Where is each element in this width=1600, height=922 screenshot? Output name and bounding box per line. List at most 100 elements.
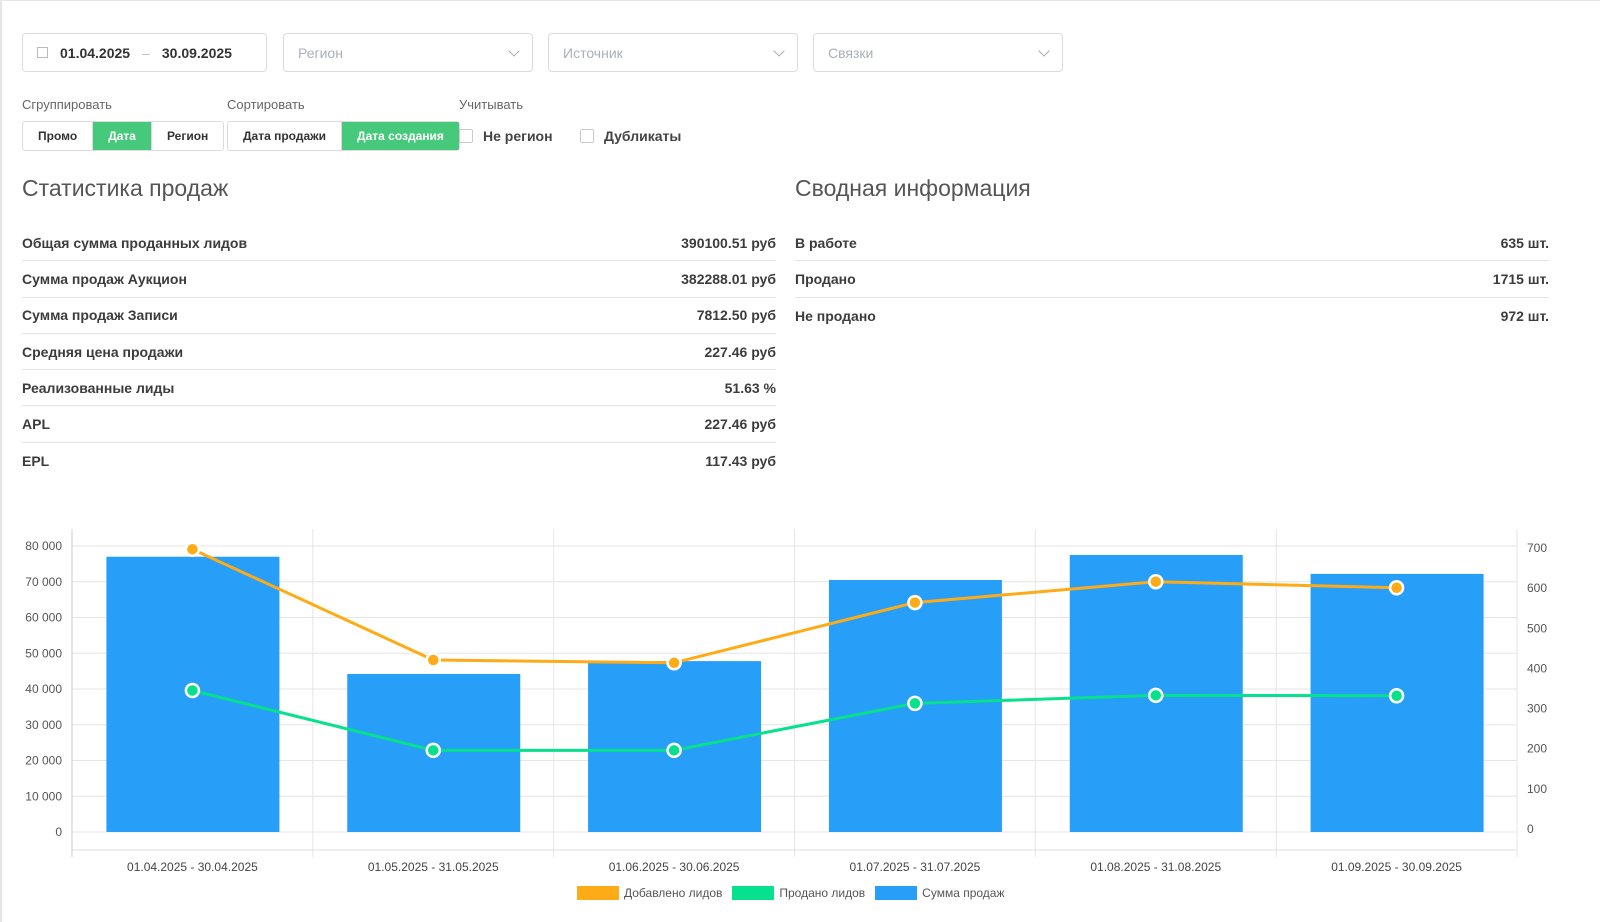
stat-value: 51.63 % [724,379,776,396]
stat-label: Реализованные лиды [22,379,175,396]
right-tick-label: 500 [1527,621,1547,635]
source-select[interactable]: Источник [548,33,798,72]
x-tick-label: 01.08.2025 - 31.08.2025 [1090,860,1221,874]
duplicates-label: Дубликаты [604,128,682,144]
sort-sale-date-button[interactable]: Дата продажи [228,122,343,150]
legend-swatch [732,886,775,900]
stat-value: 382288.01 руб [681,270,776,287]
group-date-button[interactable]: Дата [93,122,152,150]
data-point [666,742,682,759]
sort-created-date-button[interactable]: Дата создания [342,122,459,150]
left-tick-label: 80 000 [25,539,62,553]
x-tick-label: 01.05.2025 - 31.05.2025 [368,860,499,874]
stat-label: Не продано [795,307,876,324]
consider-label: Учитывать [459,97,524,112]
source-placeholder: Источник [563,44,623,61]
stat-label: Сумма продаж Аукцион [22,270,187,287]
date-separator: – [142,44,150,61]
calendar-icon [37,47,48,58]
legend-swatch [875,886,918,900]
not-region-checkbox[interactable]: Не регион [459,128,553,144]
stat-row: В работе 635 шт. [795,225,1549,262]
legend-item[interactable]: Добавлено лидов [577,886,722,900]
date-range-picker[interactable]: 01.04.2025 – 30.09.2025 [22,33,267,72]
region-select[interactable]: Регион [283,33,533,72]
group-label: Сгруппировать [22,97,112,112]
stat-value: 390100.51 руб [681,234,776,251]
sort-label: Сортировать [227,97,305,112]
chevron-down-icon [1038,44,1050,57]
legend-label: Продано лидов [779,886,866,900]
data-point [425,652,441,668]
summary-table: В работе 635 шт. Продано 1715 шт. Не продано… [795,225,1549,334]
right-tick-label: 600 [1527,581,1547,595]
data-point [184,682,201,699]
data-point [907,695,923,712]
stat-row: EPL 117.43 руб [22,443,776,479]
duplicates-checkbox[interactable]: Дубликаты [580,128,681,144]
stat-label: Общая сумма проданных лидов [22,234,248,251]
legend-label: Добавлено лидов [624,886,723,900]
line-sold-leads [192,689,1397,752]
left-tick-label: 20 000 [25,754,62,768]
stat-value: 7812.50 руб [696,307,776,324]
x-tick-label: 01.04.2025 - 30.04.2025 [127,860,258,874]
legend-swatch [577,886,619,900]
chart-legend: Добавлено лидов Продано лидов Сумма продаж [577,886,1014,900]
right-tick-label: 400 [1527,661,1547,675]
group-promo-button[interactable]: Промо [23,122,94,150]
summary-title: Сводная информация [795,175,1031,201]
data-point [1148,687,1164,704]
stat-label: В работе [795,234,857,251]
sort-buttons: Дата продажи Дата создания [227,121,460,151]
stat-label: EPL [22,452,50,469]
right-tick-label: 300 [1527,702,1547,716]
stat-label: APL [22,416,50,433]
data-point [666,655,682,671]
data-point [184,541,201,557]
legend-item[interactable]: Продано лидов [732,886,865,900]
data-point [425,742,441,759]
left-tick-label: 50 000 [25,646,62,660]
right-tick-label: 700 [1527,541,1547,555]
stat-value: 1715 шт. [1492,270,1549,287]
group-region-button[interactable]: Регион [166,129,209,143]
stat-value: 972 шт. [1500,307,1549,324]
x-tick-label: 01.06.2025 - 30.06.2025 [609,860,740,874]
stat-row: Общая сумма проданных лидов 390100.51 руб [22,225,776,262]
links-select[interactable]: Связки [813,33,1063,72]
group-buttons: Промо Дата Регион [22,121,225,151]
left-tick-label: 0 [55,825,62,839]
stat-label: Продано [795,270,856,287]
data-point [1388,579,1405,596]
chevron-down-icon [508,44,520,57]
legend-label: Сумма продаж [922,886,1005,900]
stat-row: Сумма продаж Записи 7812.50 руб [22,298,776,334]
x-tick-label: 01.09.2025 - 30.09.2025 [1331,860,1462,874]
sales-chart: 0 10 000 20 000 30 000 40 000 50 000 60 000 70 … [25,529,1547,874]
stat-value: 635 шт. [1500,234,1549,251]
legend-item[interactable]: Сумма продаж [875,886,1004,900]
right-tick-label: 200 [1527,742,1547,756]
right-tick-label: 100 [1527,782,1547,796]
right-tick-label: 0 [1527,822,1534,836]
stat-value: 227.46 руб [704,416,776,433]
data-point [1388,687,1405,704]
stat-label: Средняя цена продажи [22,343,184,360]
sales-stats-table: Общая сумма проданных лидов 390100.51 руб… [22,225,776,479]
left-tick-label: 60 000 [25,611,62,625]
data-point [1148,573,1164,590]
left-tick-label: 30 000 [25,718,62,732]
stat-row: Средняя цена продажи 227.46 руб [22,334,776,371]
stat-label: Сумма продаж Записи [22,307,178,324]
chevron-down-icon [773,44,785,57]
links-placeholder: Связки [828,44,874,61]
x-tick-label: 01.07.2025 - 31.07.2025 [850,860,981,874]
date-to[interactable]: 30.09.2025 [161,44,232,61]
left-tick-label: 40 000 [25,682,62,696]
date-from[interactable]: 01.04.2025 [60,44,131,61]
stat-row: Не продано 972 шт. [795,298,1549,334]
left-tick-label: 70 000 [25,575,62,589]
stat-row: Продано 1715 шт. [795,261,1549,298]
not-region-label: Не регион [483,128,553,144]
